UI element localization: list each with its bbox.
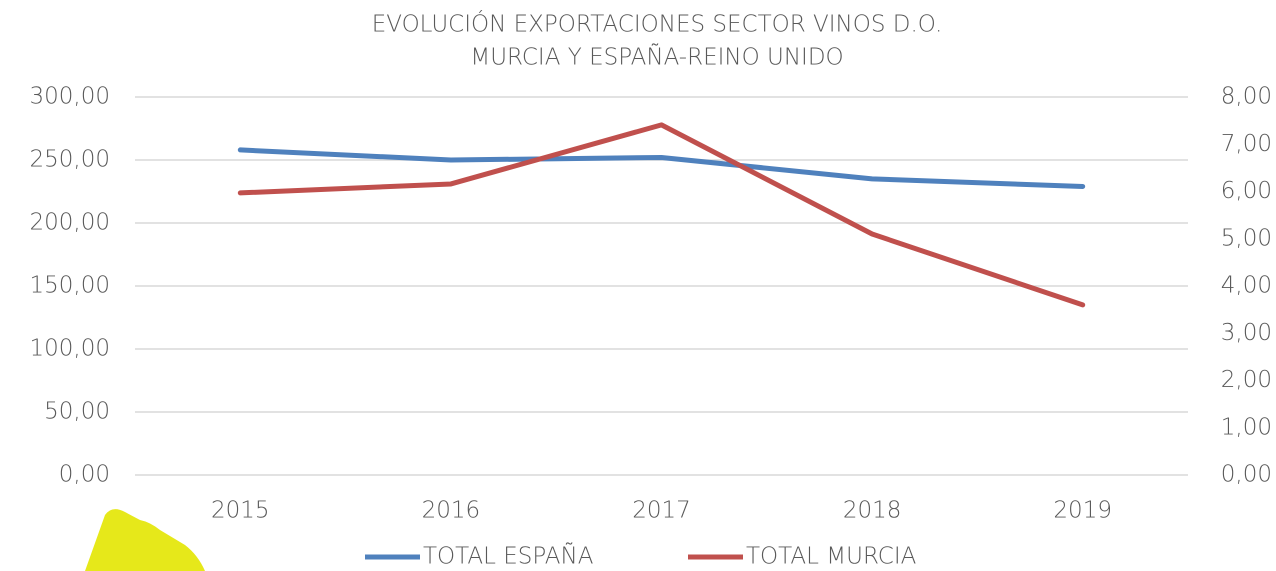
y-tick-label: 100,00: [30, 336, 110, 362]
chart-title: MURCIA Y ESPAÑA-REINO UNIDO: [470, 44, 843, 71]
y2-tick-label: 7,00: [1221, 131, 1272, 157]
y2-tick-label: 6,00: [1221, 178, 1272, 204]
y-tick-label: 50,00: [44, 399, 110, 425]
y2-tick-label: 3,00: [1221, 320, 1272, 346]
y2-tick-label: 1,00: [1221, 414, 1272, 440]
y2-tick-label: 4,00: [1221, 273, 1272, 299]
y-tick-label: 0,00: [59, 462, 110, 488]
y-tick-label: 150,00: [30, 273, 110, 299]
legend-label: TOTAL ESPAÑA: [423, 543, 593, 570]
y-tick-label: 300,00: [30, 84, 110, 110]
line: [237, 147, 1086, 189]
chart-title: EVOLUCIÓN EXPORTACIONES SECTOR VINOS D.O…: [372, 10, 943, 38]
x-tick-label: 2019: [1053, 498, 1112, 524]
x-tick-label: 2015: [211, 498, 270, 524]
y2-tick-label: 8,00: [1221, 84, 1272, 110]
y2-tick-label: 2,00: [1221, 367, 1272, 393]
x-tick-label: 2016: [422, 498, 481, 524]
y2-tick-label: 5,00: [1221, 225, 1272, 251]
x-tick-label: 2017: [632, 498, 691, 524]
y2-tick-label: 0,00: [1221, 462, 1272, 488]
line: [237, 122, 1086, 308]
legend-label: TOTAL MURCIA: [746, 544, 916, 570]
decoration: [85, 509, 205, 571]
y-tick-label: 200,00: [30, 210, 110, 236]
y-tick-label: 250,00: [30, 147, 110, 173]
x-tick-label: 2018: [843, 498, 902, 524]
